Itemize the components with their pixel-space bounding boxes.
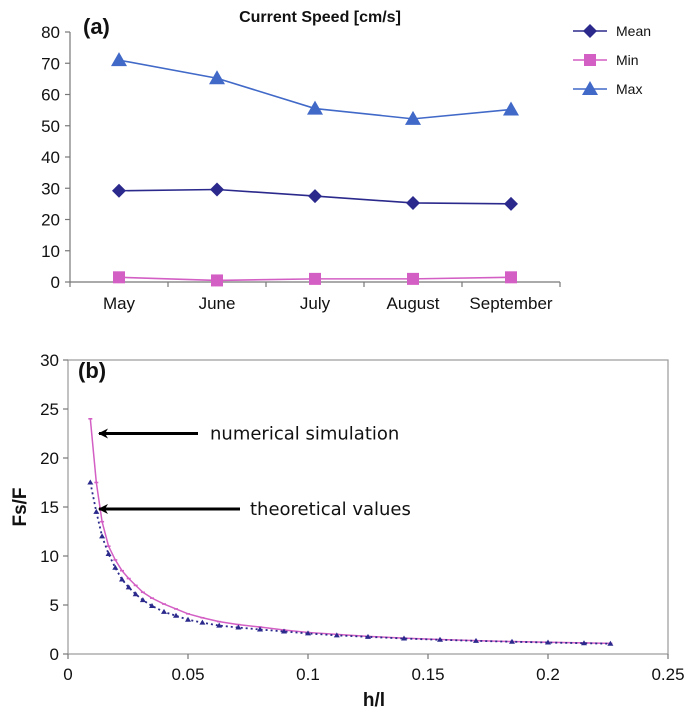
panel-a-y-tick-label: 70 — [41, 54, 60, 73]
panel-a-legend: Mean Min Max — [573, 23, 651, 97]
series-theoretical-point — [199, 619, 206, 625]
legend-max-marker — [582, 81, 598, 95]
series-theoretical-point — [305, 630, 311, 636]
series-theoretical-point — [437, 636, 443, 642]
series-mean-point — [112, 183, 126, 198]
annotation-label: numerical simulation — [210, 424, 399, 445]
series-mean-point — [210, 182, 224, 197]
panel-b-y-tick-label: 10 — [40, 547, 59, 566]
series-mean-point — [308, 189, 322, 204]
series-theoretical-point — [93, 508, 100, 514]
series-theoretical-point — [132, 591, 139, 597]
panel-a-y-ticks: 0 10 20 30 40 50 60 70 80 — [41, 23, 70, 292]
panel-a-y-tick-label: 20 — [41, 211, 60, 230]
panel-a-x-tick-label: September — [469, 294, 552, 313]
panel-b-x-tick-label: 0.25 — [651, 665, 684, 684]
series-theoretical-point — [87, 479, 94, 485]
legend-mean-marker — [583, 24, 597, 38]
series-theoretical-point — [105, 551, 112, 557]
panel-a-y-tick-label: 80 — [41, 23, 60, 42]
panel-a-x-tick-label: July — [300, 294, 331, 313]
panel-b: (b) 0 5 10 15 20 25 30 0 0.05 0.1 0.15 0.2 0.25 num… — [10, 351, 685, 711]
series-theoretical-point — [581, 640, 587, 646]
panel-b-y-tick-label: 30 — [40, 351, 59, 370]
series-theoretical-point — [281, 628, 287, 634]
series-mean-point — [406, 195, 420, 210]
panel-b-x-tick-label: 0.15 — [411, 665, 444, 684]
panel-b-x-tick-label: 0.1 — [296, 665, 320, 684]
panel-a-x-tick-label: June — [199, 294, 236, 313]
panel-b-y-tick-label: 25 — [40, 400, 59, 419]
series-max-point — [209, 70, 225, 85]
series-min-point — [211, 274, 223, 287]
series-theoretical-point — [161, 608, 167, 614]
series-max-point — [307, 100, 323, 115]
panel-b-series — [87, 417, 614, 646]
panel-a-y-tick-label: 50 — [41, 117, 60, 136]
series-min-point — [407, 272, 419, 285]
panel-b-y-tick-label: 0 — [50, 645, 59, 664]
panel-b-x-tick-label: 0.05 — [171, 665, 204, 684]
panel-b-x-tick-label: 0 — [63, 665, 72, 684]
panel-b-x-tick-label: 0.2 — [536, 665, 560, 684]
panel-b-y-tick-label: 20 — [40, 449, 59, 468]
series-theoretical-point — [607, 640, 614, 646]
series-theoretical-point — [545, 639, 551, 645]
series-theoretical-point — [401, 635, 407, 641]
series-theoretical-point — [185, 616, 191, 622]
series-theoretical-point — [125, 584, 132, 590]
panel-a-x-ticks: May June July August September — [69, 282, 561, 313]
panel-a-y-tick-label: 0 — [51, 273, 60, 292]
panel-b-x-axis-label: h/l — [363, 690, 385, 711]
panel-a-label: (a) — [83, 14, 110, 39]
series-mean-point — [504, 196, 518, 211]
panel-b-y-ticks: 0 5 10 15 20 25 30 — [40, 351, 68, 664]
legend-mean-label: Mean — [616, 23, 651, 39]
series-theoretical-point — [173, 612, 179, 618]
series-theoretical-point — [333, 632, 340, 638]
series-min-point — [113, 271, 125, 284]
series-max-point — [503, 101, 519, 116]
panel-a-y-tick-label: 10 — [41, 242, 60, 261]
series-theoretical-point — [509, 638, 515, 644]
panel-a: (a) Current Speed [cm/s] 0 10 20 30 40 50 60 70… — [41, 9, 651, 313]
series-theoretical-point — [139, 597, 146, 603]
series-theoretical-point — [149, 602, 155, 608]
panel-a-y-tick-label: 40 — [41, 148, 60, 167]
series-max-point — [405, 110, 421, 125]
panel-b-y-axis-label: Fs/F — [10, 487, 31, 526]
legend-max-label: Max — [616, 81, 642, 97]
panel-a-y-tick-label: 60 — [41, 86, 60, 105]
panel-b-x-ticks: 0 0.05 0.1 0.15 0.2 0.25 — [63, 654, 685, 684]
series-min-point — [309, 272, 321, 285]
series-numerical-line — [89, 418, 611, 645]
series-min-point — [505, 271, 517, 284]
series-theoretical-point — [99, 533, 106, 539]
panel-a-y-tick-label: 30 — [41, 179, 60, 198]
legend-min-marker — [584, 54, 596, 66]
annotation-label: theoretical values — [250, 499, 411, 520]
series-theoretical-point — [112, 564, 119, 570]
panel-a-title: Current Speed [cm/s] — [239, 9, 401, 26]
series-theoretical-point — [365, 633, 371, 639]
panel-a-x-tick-label: May — [103, 294, 136, 313]
series-theoretical-point — [473, 637, 479, 643]
series-theoretical-point — [119, 576, 125, 582]
panel-b-annotations: numerical simulation theoretical values — [98, 424, 411, 520]
panel-b-y-tick-label: 5 — [50, 596, 59, 615]
panel-b-y-tick-label: 15 — [40, 498, 59, 517]
series-theoretical-point — [216, 622, 223, 628]
panel-a-x-tick-label: August — [387, 294, 440, 313]
series-theoretical-point — [257, 626, 263, 632]
series-theoretical-line — [89, 482, 611, 645]
series-theoretical-point — [235, 624, 242, 630]
panel-a-series — [111, 52, 519, 287]
series-max-point — [111, 52, 127, 67]
legend-min-label: Min — [616, 52, 639, 68]
panel-b-label: (b) — [78, 358, 106, 383]
